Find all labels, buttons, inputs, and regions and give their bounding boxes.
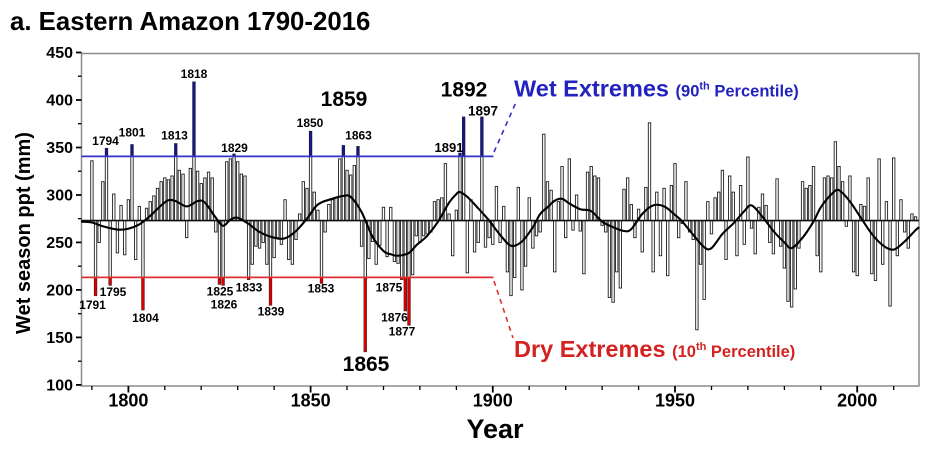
svg-text:1818: 1818 [181,67,208,81]
svg-text:1891: 1891 [435,140,464,155]
svg-text:2000: 2000 [837,391,877,411]
svg-text:1825: 1825 [207,285,234,299]
svg-text:1800: 1800 [108,391,148,411]
svg-text:1791: 1791 [79,298,106,312]
svg-text:1813: 1813 [161,129,188,143]
svg-text:150: 150 [46,330,73,347]
svg-text:1850: 1850 [291,391,331,411]
svg-text:400: 400 [46,93,73,110]
svg-text:1875: 1875 [376,281,403,295]
svg-text:250: 250 [46,235,73,252]
svg-text:1865: 1865 [343,353,390,376]
svg-text:1794: 1794 [92,134,119,148]
svg-text:1801: 1801 [119,126,146,140]
svg-text:1839: 1839 [258,305,285,319]
svg-text:1829: 1829 [221,141,248,155]
svg-text:1863: 1863 [345,129,372,143]
svg-text:1900: 1900 [473,391,513,411]
svg-text:200: 200 [46,282,73,299]
svg-text:450: 450 [46,45,73,62]
svg-text:1877: 1877 [389,325,416,339]
svg-text:1826: 1826 [211,298,238,312]
svg-text:a. Eastern Amazon 1790-2016: a. Eastern Amazon 1790-2016 [10,8,370,36]
svg-text:1892: 1892 [441,79,488,102]
svg-text:300: 300 [46,188,73,205]
svg-text:1804: 1804 [132,311,159,325]
svg-text:1876: 1876 [381,311,408,325]
svg-text:100: 100 [46,377,73,394]
svg-text:1853: 1853 [308,282,335,296]
svg-text:Wet season ppt (mm): Wet season ppt (mm) [13,132,35,334]
svg-text:1859: 1859 [321,88,368,111]
svg-text:350: 350 [46,140,73,157]
svg-text:1950: 1950 [655,391,695,411]
svg-text:1833: 1833 [236,281,263,295]
svg-text:1850: 1850 [297,116,324,130]
svg-text:1795: 1795 [100,285,127,299]
svg-text:1897: 1897 [468,104,498,119]
svg-text:Year: Year [466,414,524,444]
